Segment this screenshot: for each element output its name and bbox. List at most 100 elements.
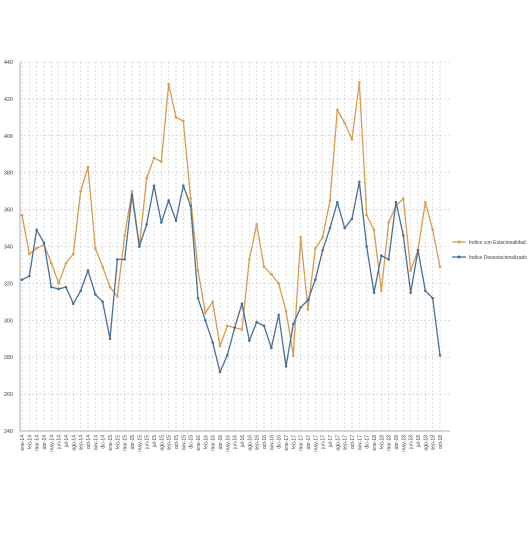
legend-marker	[457, 240, 461, 244]
x-tick-label: ene-18	[372, 435, 378, 451]
x-tick-label: oct-18	[438, 435, 444, 449]
x-tick-label: abr-17	[306, 435, 312, 450]
data-point	[152, 184, 156, 187]
x-tick-label: ago-16	[247, 435, 253, 451]
x-tick-label: ene-17	[284, 435, 290, 451]
legend-label: Indice con Estacionalidad	[469, 240, 526, 246]
x-tick-label: feb-18	[379, 435, 385, 449]
data-point	[416, 248, 420, 252]
data-point	[343, 121, 346, 125]
data-point	[365, 213, 368, 217]
data-point	[328, 226, 332, 230]
x-tick-label: nov-17	[357, 435, 363, 451]
x-tick-label: jul-17	[328, 435, 334, 448]
data-point	[306, 307, 310, 311]
data-point	[123, 258, 126, 261]
data-point	[101, 265, 104, 269]
data-point	[402, 197, 405, 200]
data-point	[211, 300, 214, 304]
data-point	[240, 302, 244, 305]
x-tick-label: dic-17	[365, 435, 371, 449]
x-tick-label: ago-18	[423, 435, 429, 451]
data-point	[402, 234, 405, 237]
data-point	[182, 119, 185, 123]
y-tick-label: 280	[4, 355, 13, 361]
x-tick-label: jul-15	[152, 435, 158, 448]
x-tick-label: feb-15	[115, 435, 121, 449]
x-tick-label: ago-17	[335, 435, 341, 451]
data-point	[50, 285, 53, 289]
x-tick-label: oct-17	[350, 435, 356, 449]
data-point	[28, 252, 31, 256]
x-tick-label: may-16	[225, 435, 231, 452]
y-tick-label: 400	[4, 134, 13, 140]
data-point	[292, 354, 295, 357]
data-point	[145, 223, 148, 226]
data-point	[380, 289, 383, 293]
y-tick-label: 260	[4, 392, 13, 398]
data-point	[218, 344, 222, 348]
data-point	[431, 228, 434, 232]
y-tick-label: 300	[4, 318, 13, 324]
data-point	[262, 324, 266, 328]
data-point	[94, 293, 97, 296]
x-tick-label: jul-18	[416, 435, 422, 448]
data-point	[204, 311, 207, 315]
x-tick-label: dic-14	[101, 435, 107, 449]
x-tick-label: jun-14	[57, 435, 63, 450]
x-tick-label: may-17	[313, 435, 319, 452]
data-point	[226, 354, 229, 357]
data-point	[424, 200, 427, 204]
x-tick-label: jun-17	[321, 435, 327, 450]
y-axis: 240 260 280 300 320 340 360 380 400 420 440	[4, 60, 21, 435]
data-point	[218, 370, 222, 374]
x-tick-label: ene-15	[108, 435, 114, 451]
x-tick-label: mar-15	[123, 435, 129, 451]
y-tick-label: 340	[4, 245, 13, 251]
x-tick-label: feb-14	[27, 435, 33, 449]
legend-item: Indice Desestacionalizado	[452, 255, 527, 261]
x-tick-label: abr-16	[218, 435, 224, 450]
x-tick-label: ene-14	[20, 435, 26, 451]
data-point	[350, 217, 354, 221]
data-point	[438, 265, 442, 269]
data-point	[20, 213, 24, 217]
data-point	[328, 199, 332, 202]
data-point	[409, 269, 412, 272]
x-tick-label: nov-16	[269, 435, 275, 451]
data-point	[306, 298, 310, 302]
data-point	[79, 289, 82, 293]
data-point	[196, 269, 200, 272]
data-point	[174, 116, 178, 119]
data-point	[160, 221, 163, 224]
y-tick-label: 240	[4, 429, 13, 435]
x-tick-label: mar-14	[35, 435, 41, 451]
data-point	[372, 291, 376, 294]
x-tick-label: abr-14	[42, 435, 48, 450]
data-point	[358, 80, 361, 84]
legend: Indice con Estacionalidad Indice Desestac…	[452, 240, 527, 261]
data-point	[57, 282, 60, 285]
data-point	[174, 219, 178, 222]
data-point	[424, 289, 427, 293]
data-point	[204, 319, 207, 322]
x-tick-label: mar-18	[387, 435, 393, 451]
data-point	[138, 245, 141, 248]
x-tick-label: sep-18	[431, 435, 437, 451]
x-tick-label: jun-15	[145, 435, 151, 450]
y-tick-label: 360	[4, 208, 13, 214]
series-layer	[20, 80, 442, 374]
data-point	[116, 258, 119, 261]
x-tick-label: may-14	[49, 435, 55, 452]
data-point	[79, 189, 82, 193]
data-point	[182, 184, 185, 187]
x-tick-label: sep-15	[167, 435, 173, 451]
x-tick-label: ene-16	[196, 435, 202, 451]
data-point	[226, 324, 229, 328]
data-point	[64, 285, 68, 289]
data-point	[152, 156, 156, 160]
series-desestacionalizado	[20, 180, 442, 374]
data-point	[72, 252, 75, 256]
